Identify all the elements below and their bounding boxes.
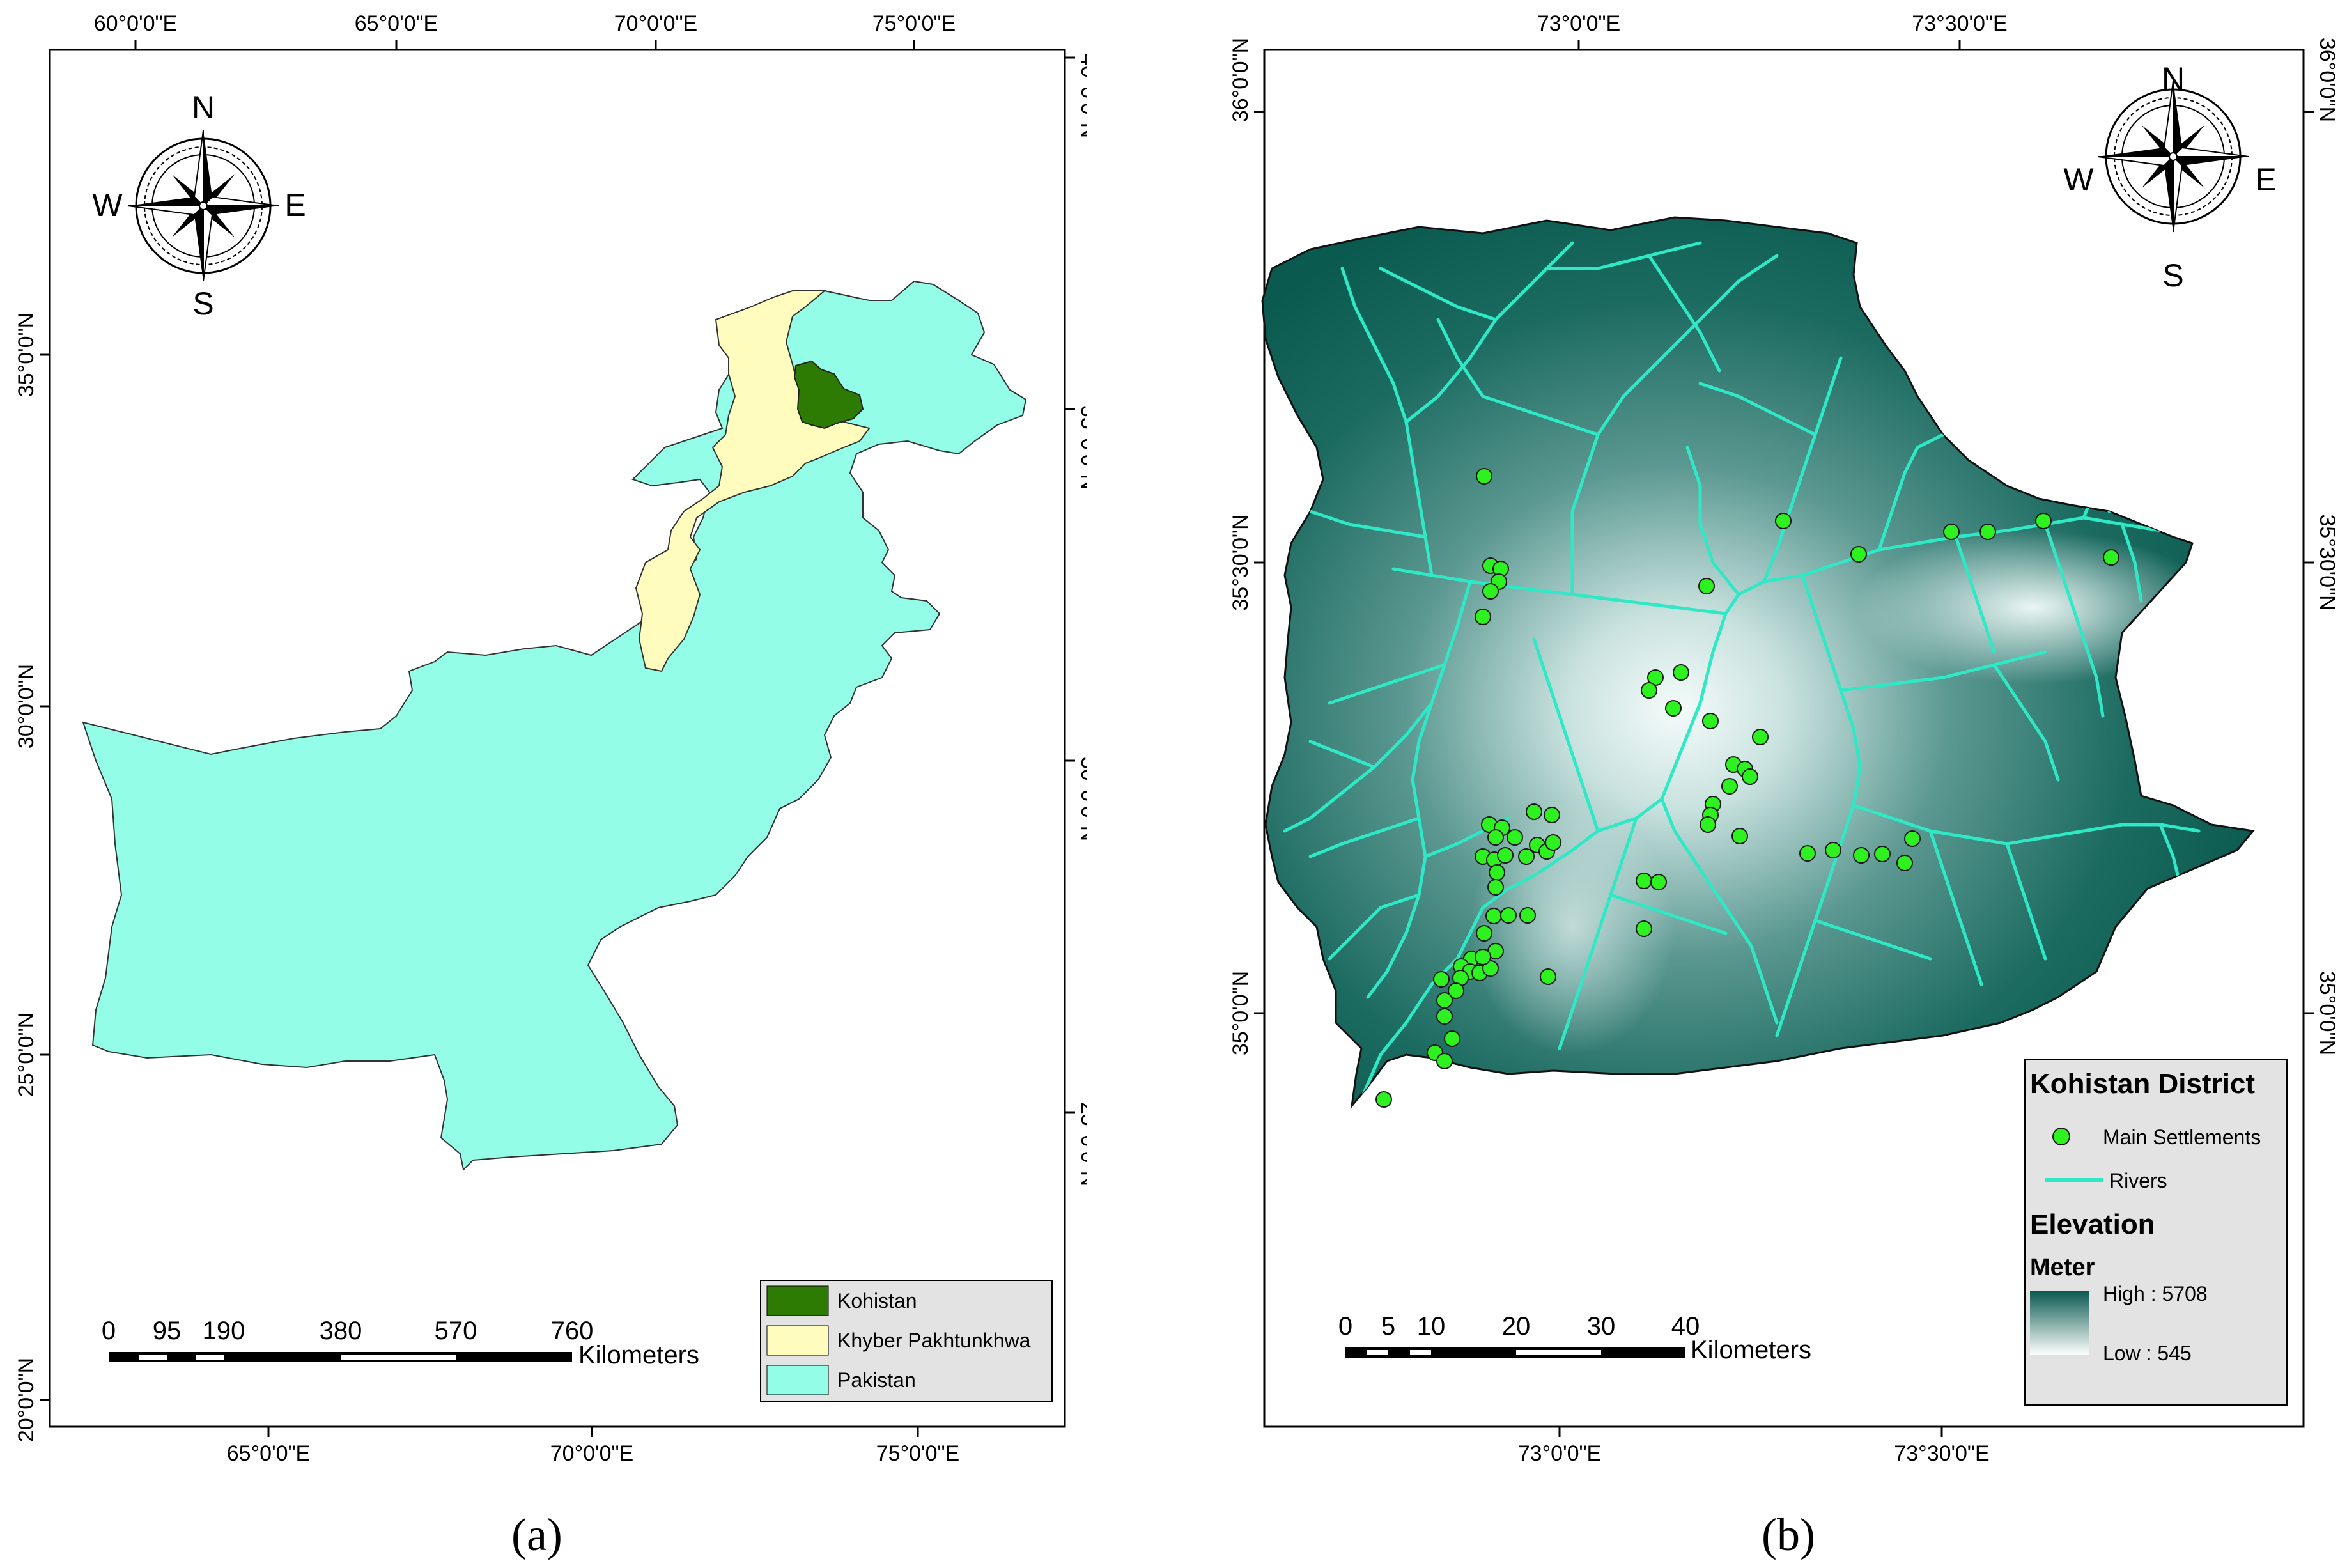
legend-high-label: High : 5708: [2103, 1282, 2208, 1305]
legend-label: Pakistan: [837, 1369, 916, 1392]
legend-swatch-pakistan: [766, 1365, 829, 1395]
compass-north-label: N: [192, 89, 215, 125]
compass-south-label: S: [2162, 258, 2183, 293]
scale-tick: 570: [435, 1317, 477, 1345]
scale-tick: 760: [551, 1317, 594, 1345]
scale-tick: 190: [203, 1317, 245, 1345]
lat-label-left: 25°0'0"N: [14, 1013, 38, 1097]
compass-rose: [2097, 81, 2249, 233]
lat-label-left: 35°0'0"N: [14, 313, 38, 397]
legend-unit: Meter: [2030, 1254, 2095, 1281]
lat-label-right: 30°0'0"N: [1076, 757, 1087, 841]
lat-label-left: 35°0'0"N: [1228, 971, 1253, 1055]
lat-label-right: 35°0'0"N: [2315, 971, 2339, 1055]
scale-bar: [109, 1352, 572, 1362]
lon-label-top: 65°0'0"E: [355, 12, 438, 36]
scale-tick: 30: [1587, 1312, 1616, 1340]
legend-title: Kohistan District: [2030, 1068, 2255, 1099]
panel-b-map: 73°0'0"E 73°30'0"E 73°0'0"E 73°30'0"E 36…: [1214, 0, 2347, 1489]
compass-west-label: W: [2063, 162, 2094, 198]
scale-tick: 10: [1417, 1312, 1446, 1340]
lon-label-bottom: 73°30'0"E: [1894, 1441, 1989, 1466]
lon-label-top: 60°0'0"E: [94, 12, 177, 36]
compass-rose: [127, 130, 279, 282]
lon-label-top: 75°0'0"E: [872, 12, 956, 36]
lat-label-right: 36°0'0"N: [2315, 38, 2339, 122]
legend-label: Khyber Pakhtunkhwa: [837, 1329, 1031, 1352]
district-boundary: [1261, 216, 2255, 1110]
caption-a: (a): [511, 1509, 562, 1560]
legend-settlements-label: Main Settlements: [2103, 1126, 2261, 1149]
scale-tick: 95: [153, 1317, 182, 1345]
settlement-legend-icon: [2052, 1128, 2070, 1145]
scale-tick: 5: [1381, 1312, 1395, 1340]
scale-tick: 380: [320, 1317, 362, 1345]
kohistan-region: [793, 360, 864, 430]
scale-tick: 20: [1502, 1312, 1531, 1340]
lat-label-left: 36°0'0"N: [1228, 38, 1253, 122]
lat-label-left: 30°0'0"N: [14, 664, 38, 749]
scale-bar: [1345, 1347, 1685, 1358]
scale-tick: 0: [1338, 1312, 1352, 1340]
panel-a-map: 60°0'0"E 65°0'0"E 70°0'0"E 75°0'0"E 65°0…: [0, 0, 1101, 1489]
lon-label-top: 73°0'0"E: [1537, 12, 1620, 36]
compass-south-label: S: [192, 286, 213, 322]
lon-label-bottom: 65°0'0"E: [227, 1441, 310, 1466]
lon-label-bottom: 70°0'0"E: [550, 1441, 633, 1466]
settlement-marker: [1375, 468, 2119, 1108]
khyber-pakhtunkhwa-region: [635, 290, 871, 672]
scale-tick: 0: [102, 1317, 116, 1345]
settlements: [1375, 468, 2119, 1108]
lat-label-right: 25°0'0"N: [1076, 1102, 1087, 1186]
lon-label-top: 73°30'0"E: [1912, 12, 2007, 36]
lat-label-right: 35°0'0"N: [1076, 405, 1087, 490]
legend-elevation-title: Elevation: [2030, 1209, 2155, 1240]
legend-swatch-kohistan: [766, 1285, 829, 1316]
legend-label: Kohistan: [837, 1289, 917, 1312]
pakistan-region: [82, 280, 1027, 1172]
legend-swatch-kp: [766, 1325, 829, 1356]
compass-west-label: W: [92, 187, 123, 223]
elevation-ramp: [2030, 1291, 2089, 1355]
lat-label-left: 35°30'0"N: [1228, 514, 1253, 610]
scale-unit: Kilometers: [578, 1341, 699, 1369]
scale-unit: Kilometers: [1691, 1336, 1811, 1364]
lat-label-right: 40°0'0"N: [1076, 54, 1087, 138]
scale-tick: 40: [1671, 1312, 1700, 1340]
legend-low-label: Low : 545: [2103, 1342, 2192, 1365]
legend-rivers-label: Rivers: [2109, 1169, 2167, 1192]
lat-label-right: 35°30'0"N: [2315, 514, 2339, 610]
compass-east-label: E: [284, 187, 306, 223]
caption-b: (b): [1762, 1509, 1815, 1560]
compass-north-label: N: [2162, 61, 2185, 97]
compass-east-label: E: [2255, 162, 2276, 198]
lat-label-left: 20°0'0"N: [14, 1358, 38, 1442]
lon-label-top: 70°0'0"E: [614, 12, 697, 36]
rivers: [1283, 241, 2201, 1106]
lon-label-bottom: 73°0'0"E: [1518, 1441, 1601, 1466]
lon-label-bottom: 75°0'0"E: [876, 1441, 959, 1466]
